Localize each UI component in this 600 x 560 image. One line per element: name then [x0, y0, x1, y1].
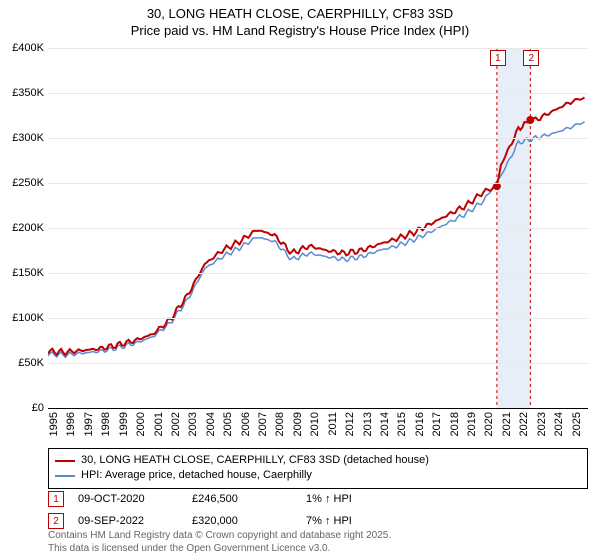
footer-line-1: Contains HM Land Registry data © Crown c…: [48, 530, 588, 543]
y-tick-label: £50K: [18, 357, 44, 369]
y-tick-label: £400K: [12, 42, 44, 54]
y-tick-label: £350K: [12, 87, 44, 99]
x-tick-label: 2010: [309, 412, 321, 436]
x-tick-label: 1999: [118, 412, 130, 436]
legend-swatch: [55, 460, 75, 462]
x-tick-label: 2022: [518, 412, 530, 436]
x-tick-label: 2025: [571, 412, 583, 436]
x-tick-label: 1997: [83, 412, 95, 436]
x-tick-label: 2015: [396, 412, 408, 436]
sales-row-badge: 1: [48, 491, 64, 507]
x-tick-label: 2008: [274, 412, 286, 436]
legend: 30, LONG HEATH CLOSE, CAERPHILLY, CF83 3…: [48, 448, 588, 489]
x-tick-label: 2018: [449, 412, 461, 436]
x-tick-label: 2014: [379, 412, 391, 436]
x-tick-label: 2016: [414, 412, 426, 436]
sales-row-price: £320,000: [192, 515, 292, 527]
x-tick-label: 2017: [431, 412, 443, 436]
y-axis: £0£50K£100K£150K£200K£250K£300K£350K£400…: [0, 48, 46, 408]
sales-row: 1 09-OCT-2020 £246,500 1% ↑ HPI: [48, 488, 588, 510]
y-tick-label: £250K: [12, 177, 44, 189]
chart-container: 30, LONG HEATH CLOSE, CAERPHILLY, CF83 3…: [0, 0, 600, 560]
sales-row: 2 09-SEP-2022 £320,000 7% ↑ HPI: [48, 510, 588, 532]
gridline: [48, 273, 588, 274]
chart-area: 12: [48, 48, 588, 409]
x-tick-label: 2021: [501, 412, 513, 436]
sales-row-date: 09-OCT-2020: [78, 493, 178, 505]
legend-label: HPI: Average price, detached house, Caer…: [81, 468, 312, 483]
sales-row-pct: 1% ↑ HPI: [306, 493, 446, 505]
legend-swatch: [55, 475, 75, 477]
marker-dot: [526, 116, 534, 124]
x-tick-label: 2002: [170, 412, 182, 436]
gridline: [48, 138, 588, 139]
x-tick-label: 2024: [553, 412, 565, 436]
x-tick-label: 2019: [466, 412, 478, 436]
x-tick-label: 2023: [536, 412, 548, 436]
y-tick-label: £0: [32, 402, 44, 414]
x-tick-label: 2007: [257, 412, 269, 436]
title-line-2: Price paid vs. HM Land Registry's House …: [0, 23, 600, 40]
gridline: [48, 318, 588, 319]
y-tick-label: £150K: [12, 267, 44, 279]
y-tick-label: £100K: [12, 312, 44, 324]
x-tick-label: 2001: [153, 412, 165, 436]
x-tick-label: 2006: [240, 412, 252, 436]
legend-label: 30, LONG HEATH CLOSE, CAERPHILLY, CF83 3…: [81, 453, 429, 468]
x-tick-label: 2005: [222, 412, 234, 436]
x-tick-label: 2011: [327, 412, 339, 436]
x-tick-label: 2009: [292, 412, 304, 436]
legend-row: 30, LONG HEATH CLOSE, CAERPHILLY, CF83 3…: [55, 453, 581, 468]
sales-table: 1 09-OCT-2020 £246,500 1% ↑ HPI 2 09-SEP-2022…: [48, 488, 588, 532]
x-tick-label: 2000: [135, 412, 147, 436]
gridline: [48, 183, 588, 184]
y-tick-label: £300K: [12, 132, 44, 144]
x-tick-label: 2020: [483, 412, 495, 436]
sales-row-badge: 2: [48, 513, 64, 529]
marker-badge: 2: [523, 50, 539, 66]
y-tick-label: £200K: [12, 222, 44, 234]
gridline: [48, 93, 588, 94]
legend-row: HPI: Average price, detached house, Caer…: [55, 468, 581, 483]
sales-row-date: 09-SEP-2022: [78, 515, 178, 527]
x-tick-label: 2012: [344, 412, 356, 436]
footer: Contains HM Land Registry data © Crown c…: [48, 530, 588, 555]
gridline: [48, 363, 588, 364]
x-tick-label: 1996: [65, 412, 77, 436]
x-tick-label: 1998: [100, 412, 112, 436]
footer-line-2: This data is licensed under the Open Gov…: [48, 543, 588, 556]
x-tick-label: 2004: [205, 412, 217, 436]
x-tick-label: 1995: [48, 412, 60, 436]
marker-badge: 1: [490, 50, 506, 66]
title-line-1: 30, LONG HEATH CLOSE, CAERPHILLY, CF83 3…: [0, 6, 600, 23]
x-tick-label: 2003: [187, 412, 199, 436]
gridline: [48, 48, 588, 49]
sales-row-price: £246,500: [192, 493, 292, 505]
x-tick-label: 2013: [362, 412, 374, 436]
title-block: 30, LONG HEATH CLOSE, CAERPHILLY, CF83 3…: [0, 0, 600, 40]
x-axis: 1995 1996 1997 1998 1999 2000 2001 2002 2003 2004…: [48, 410, 588, 450]
gridline: [48, 228, 588, 229]
sales-row-pct: 7% ↑ HPI: [306, 515, 446, 527]
